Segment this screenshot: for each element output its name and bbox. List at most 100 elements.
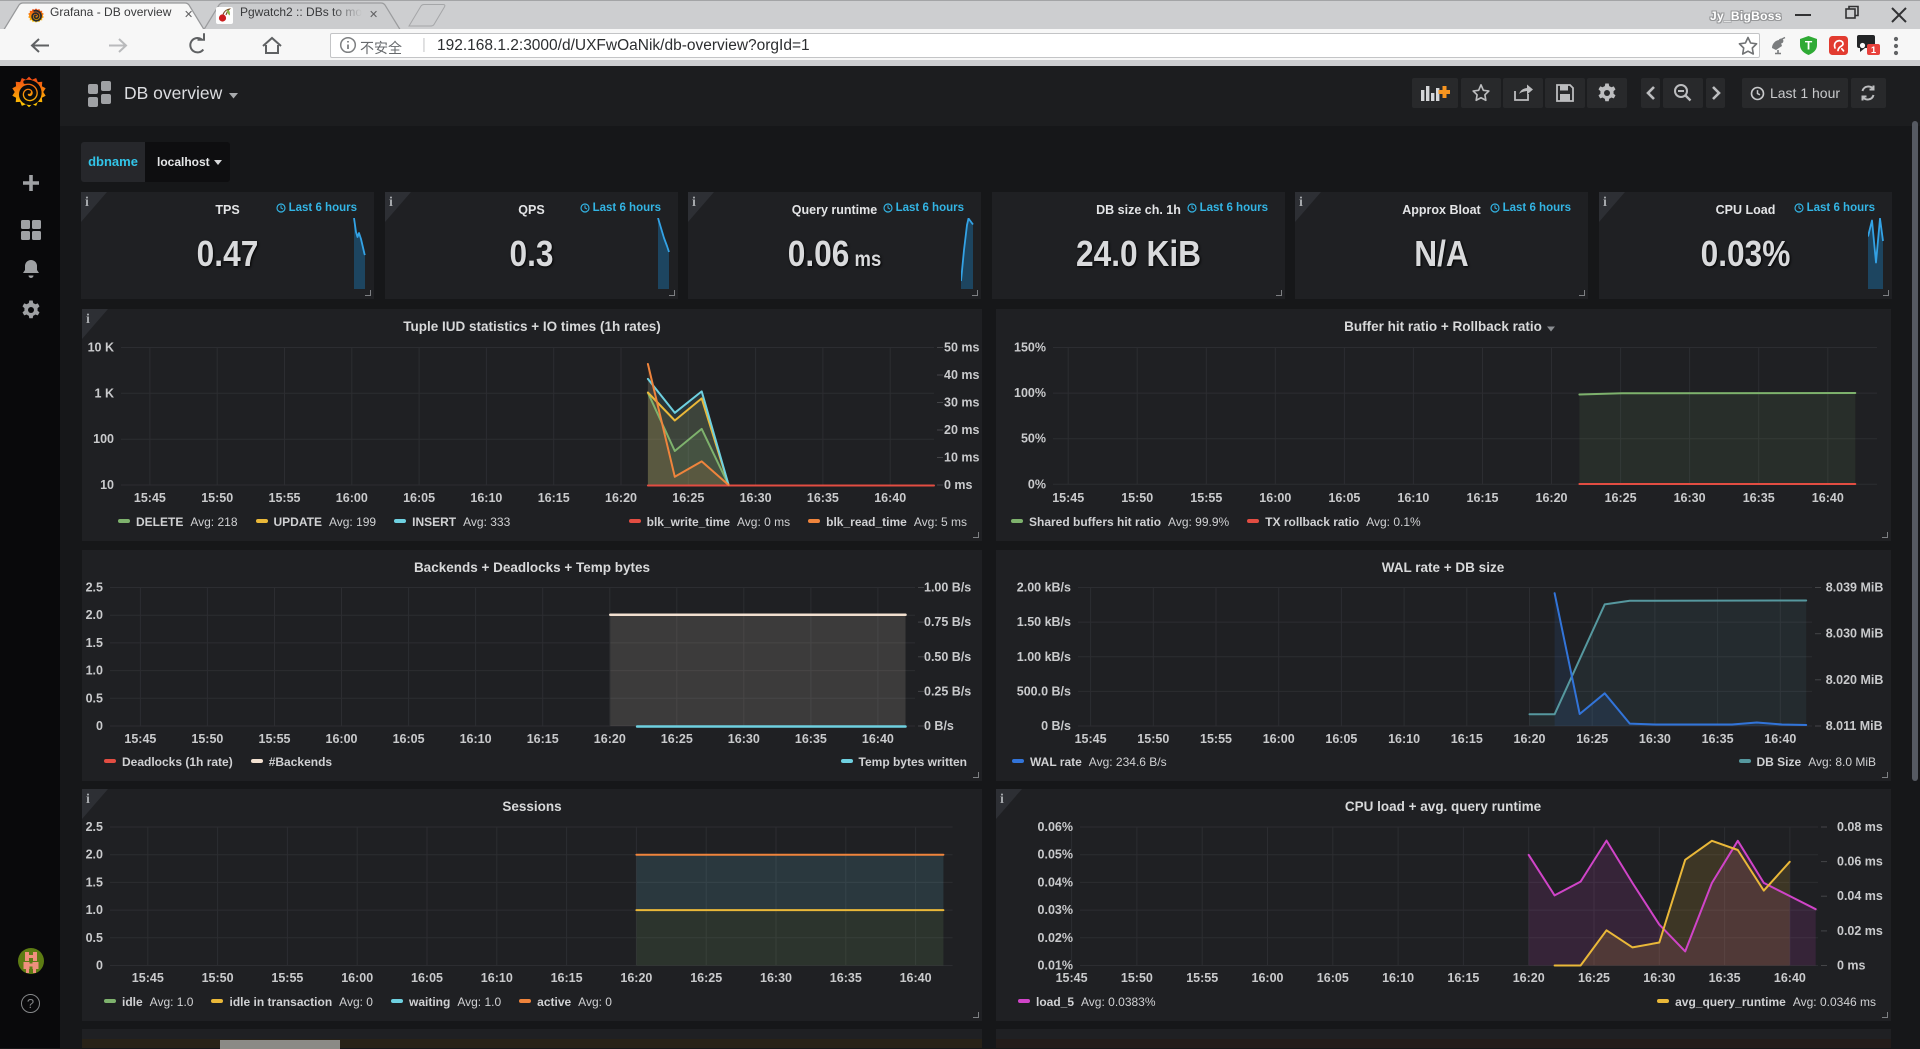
svg-text:1.50 kB/s: 1.50 kB/s — [1017, 615, 1071, 629]
svg-text:16:25: 16:25 — [672, 491, 704, 505]
svg-text:16:15: 16:15 — [551, 971, 583, 985]
svg-text:50%: 50% — [1021, 432, 1046, 446]
svg-text:100%: 100% — [1014, 386, 1046, 400]
svg-text:16:05: 16:05 — [411, 971, 443, 985]
svg-text:2.0: 2.0 — [86, 608, 103, 622]
svg-text:15:50: 15:50 — [202, 971, 234, 985]
svg-text:8.020 MiB: 8.020 MiB — [1826, 673, 1884, 687]
svg-text:16:30: 16:30 — [728, 732, 760, 746]
svg-text:16:00: 16:00 — [1259, 491, 1291, 505]
svg-text:0.04 ms: 0.04 ms — [1837, 889, 1883, 903]
svg-text:16:10: 16:10 — [1388, 732, 1420, 746]
svg-text:i: i — [86, 792, 90, 807]
svg-text:20 ms: 20 ms — [944, 423, 979, 437]
svg-text:0%: 0% — [1028, 477, 1046, 491]
svg-text:0.06%: 0.06% — [1038, 820, 1073, 834]
svg-text:16:00: 16:00 — [1263, 732, 1295, 746]
svg-text:i: i — [1000, 792, 1004, 807]
svg-text:2.5: 2.5 — [86, 820, 103, 834]
svg-text:16:20: 16:20 — [1513, 971, 1545, 985]
svg-text:2.00 kB/s: 2.00 kB/s — [1017, 581, 1071, 595]
svg-text:16:10: 16:10 — [1397, 491, 1429, 505]
svg-text:i: i — [389, 195, 393, 210]
svg-text:100: 100 — [93, 432, 114, 446]
svg-text:16:15: 16:15 — [1447, 971, 1479, 985]
svg-text:40 ms: 40 ms — [944, 368, 979, 382]
svg-text:16:10: 16:10 — [1382, 971, 1414, 985]
svg-text:Sessions: Sessions — [502, 799, 561, 814]
svg-text:16:00: 16:00 — [336, 491, 368, 505]
svg-text:8.030 MiB: 8.030 MiB — [1826, 627, 1884, 641]
svg-text:0.50 B/s: 0.50 B/s — [924, 650, 971, 664]
svg-text:i: i — [1299, 195, 1303, 210]
svg-text:0.02 ms: 0.02 ms — [1837, 924, 1883, 938]
svg-text:16:40: 16:40 — [1764, 732, 1796, 746]
svg-text:16:40: 16:40 — [874, 491, 906, 505]
svg-text:16:15: 16:15 — [538, 491, 570, 505]
svg-text:0.01%: 0.01% — [1038, 959, 1073, 973]
svg-text:i: i — [86, 312, 90, 327]
svg-text:0.5: 0.5 — [86, 931, 103, 945]
svg-text:150%: 150% — [1014, 341, 1046, 355]
svg-text:0 B/s: 0 B/s — [924, 719, 954, 733]
svg-text:8.011 MiB: 8.011 MiB — [1826, 719, 1883, 733]
svg-text:i: i — [1603, 195, 1607, 210]
svg-text:0.05%: 0.05% — [1038, 848, 1073, 862]
svg-text:15:50: 15:50 — [1121, 971, 1153, 985]
svg-text:16:00: 16:00 — [1252, 971, 1284, 985]
svg-text:16:05: 16:05 — [393, 732, 425, 746]
svg-text:0 B/s: 0 B/s — [1041, 719, 1071, 733]
svg-text:16:35: 16:35 — [807, 491, 839, 505]
svg-text:15:45: 15:45 — [124, 732, 156, 746]
svg-text:16:25: 16:25 — [661, 732, 693, 746]
svg-text:500.0 B/s: 500.0 B/s — [1017, 684, 1071, 698]
svg-text:0.04%: 0.04% — [1038, 875, 1073, 889]
svg-text:15:45: 15:45 — [1056, 971, 1088, 985]
svg-text:0: 0 — [96, 719, 103, 733]
svg-text:T: T — [1805, 39, 1813, 53]
svg-text:15:55: 15:55 — [1186, 971, 1218, 985]
svg-text:16:25: 16:25 — [1605, 491, 1637, 505]
svg-text:16:40: 16:40 — [862, 732, 894, 746]
svg-text:0.5: 0.5 — [86, 691, 103, 705]
svg-text:Backends + Deadlocks + Temp by: Backends + Deadlocks + Temp bytes — [414, 560, 650, 575]
svg-text:1.0: 1.0 — [86, 903, 103, 917]
svg-text:15:45: 15:45 — [1052, 491, 1084, 505]
svg-text:16:05: 16:05 — [1325, 732, 1357, 746]
svg-text:15:45: 15:45 — [1075, 732, 1107, 746]
svg-text:16:00: 16:00 — [326, 732, 358, 746]
svg-text:0.25 B/s: 0.25 B/s — [924, 684, 971, 698]
svg-text:1.5: 1.5 — [86, 875, 103, 889]
svg-text:16:35: 16:35 — [830, 971, 862, 985]
svg-text:0 ms: 0 ms — [1837, 959, 1866, 973]
svg-text:16:30: 16:30 — [760, 971, 792, 985]
svg-text:Tuple IUD statistics + IO time: Tuple IUD statistics + IO times (1h rate… — [403, 319, 660, 334]
svg-text:i: i — [692, 195, 696, 210]
svg-text:15:45: 15:45 — [132, 971, 164, 985]
svg-text:0.08 ms: 0.08 ms — [1837, 820, 1883, 834]
svg-text:15:55: 15:55 — [271, 971, 303, 985]
svg-text:16:20: 16:20 — [1536, 491, 1568, 505]
svg-text:15:50: 15:50 — [1121, 491, 1153, 505]
svg-text:15:45: 15:45 — [134, 491, 166, 505]
svg-text:15:55: 15:55 — [1190, 491, 1222, 505]
svg-text:10: 10 — [100, 478, 114, 492]
svg-text:15:50: 15:50 — [201, 491, 233, 505]
svg-text:CPU load + avg. query runtime: CPU load + avg. query runtime — [1345, 799, 1542, 814]
svg-text:16:30: 16:30 — [1674, 491, 1706, 505]
svg-text:16:25: 16:25 — [1576, 732, 1608, 746]
svg-text:10 K: 10 K — [88, 341, 114, 355]
svg-text:15:50: 15:50 — [1137, 732, 1169, 746]
svg-text:16:35: 16:35 — [1702, 732, 1734, 746]
svg-text:16:05: 16:05 — [1328, 491, 1360, 505]
svg-text:15:55: 15:55 — [259, 732, 291, 746]
svg-text:50 ms: 50 ms — [944, 341, 979, 355]
svg-text:15:50: 15:50 — [191, 732, 223, 746]
svg-text:16:30: 16:30 — [740, 491, 772, 505]
svg-text:16:15: 16:15 — [1451, 732, 1483, 746]
svg-text:16:20: 16:20 — [594, 732, 626, 746]
svg-text:1.00 B/s: 1.00 B/s — [924, 581, 971, 595]
svg-text:16:40: 16:40 — [900, 971, 932, 985]
svg-text:0: 0 — [96, 959, 103, 973]
svg-text:0.75 B/s: 0.75 B/s — [924, 615, 971, 629]
